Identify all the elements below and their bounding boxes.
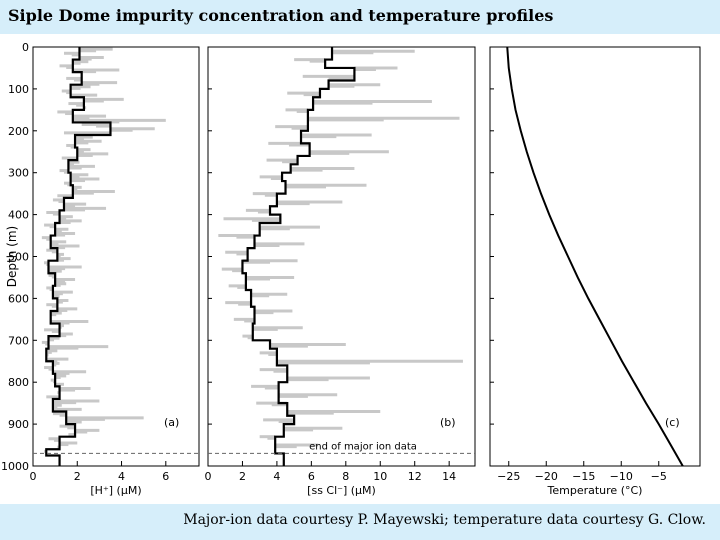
panel-a-x-tick-label: 4 — [118, 470, 125, 483]
panel-a-letter-label: (a) — [164, 416, 179, 429]
panel-b-x-tick-label: 0 — [205, 470, 212, 483]
panel-a-y-tick-label: 200 — [8, 125, 29, 138]
panel-a-y-tick-label: 0 — [22, 41, 29, 54]
panel-c: −25 −20 −15 −10 −5 Temperature (°C) (c) — [489, 46, 701, 497]
panel-c-x-tick-label: −15 — [572, 470, 595, 483]
y-axis-label: Depth (m) — [5, 226, 19, 287]
panel-c-x-axis-label: Temperature (°C) — [547, 484, 643, 497]
panel-a-y-tick-label: 100 — [8, 83, 29, 96]
panel-c-letter-label: (c) — [665, 416, 680, 429]
panel-a-x-tick-label: 6 — [162, 470, 169, 483]
end-of-ion-data-annotation: end of major ion data — [309, 441, 417, 452]
panel-b-profile-line — [241, 47, 356, 466]
panel-b: 0 2 4 6 8 10 12 14 [ss Cl⁻] (μM) (b) end of major … — [205, 46, 476, 497]
panel-c-profile-line — [506, 46, 684, 467]
panel-a-y-tick-label: 400 — [8, 209, 29, 222]
panel-b-x-tick-label: 8 — [342, 470, 349, 483]
panel-b-x-tick-label: 6 — [308, 470, 315, 483]
panel-a-profile-line — [45, 47, 112, 466]
panel-a-y-tick-label: 1000 — [1, 460, 29, 473]
panel-a-y-tick-label: 600 — [8, 292, 29, 305]
panel-a-x-axis-label: [H⁺] (μM) — [90, 484, 141, 497]
profiles-figure: 0 2 4 601002003004005006007008009001000[H⁺]… — [1, 41, 701, 497]
panel-a-y-tick-label: 500 — [8, 251, 29, 264]
panel-a-x-tick-label: 2 — [74, 470, 81, 483]
panel-c-x-tick-label: −25 — [497, 470, 520, 483]
slide-title: Siple Dome impurity concentration and te… — [8, 6, 554, 25]
panel-a-y-tick-label: 700 — [8, 334, 29, 347]
panel-b-x-tick-label: 2 — [239, 470, 246, 483]
panel-a-x-tick-label: 0 — [30, 470, 37, 483]
panel-a-y-tick-label: 900 — [8, 418, 29, 431]
panel-c-x-tick-label: −5 — [651, 470, 667, 483]
panel-b-x-tick-label: 10 — [373, 470, 387, 483]
panel-b-x-tick-label: 4 — [273, 470, 280, 483]
panel-c-frame — [489, 46, 701, 467]
panel-b-x-tick-label: 14 — [442, 470, 456, 483]
title-bar: Siple Dome impurity concentration and te… — [0, 0, 720, 34]
panel-b-letter-label: (b) — [440, 416, 456, 429]
panel-b-x-axis-label: [ss Cl⁻] (μM) — [307, 484, 376, 497]
panel-c-x-tick-label: −20 — [535, 470, 558, 483]
panel-c-x-tick-label: −10 — [610, 470, 633, 483]
panel-b-x-tick-label: 12 — [408, 470, 422, 483]
footer-bar: Major-ion data courtesy P. Mayewski; tem… — [0, 504, 720, 540]
panel-a-y-tick-label: 300 — [8, 167, 29, 180]
panel-a-y-tick-label: 800 — [8, 376, 29, 389]
data-credit-caption: Major-ion data courtesy P. Mayewski; tem… — [183, 512, 706, 528]
panel-a: 0 2 4 6 0 100 200 300 400 500 600 700 800 900 1000 [H⁺]… — [1, 41, 200, 497]
